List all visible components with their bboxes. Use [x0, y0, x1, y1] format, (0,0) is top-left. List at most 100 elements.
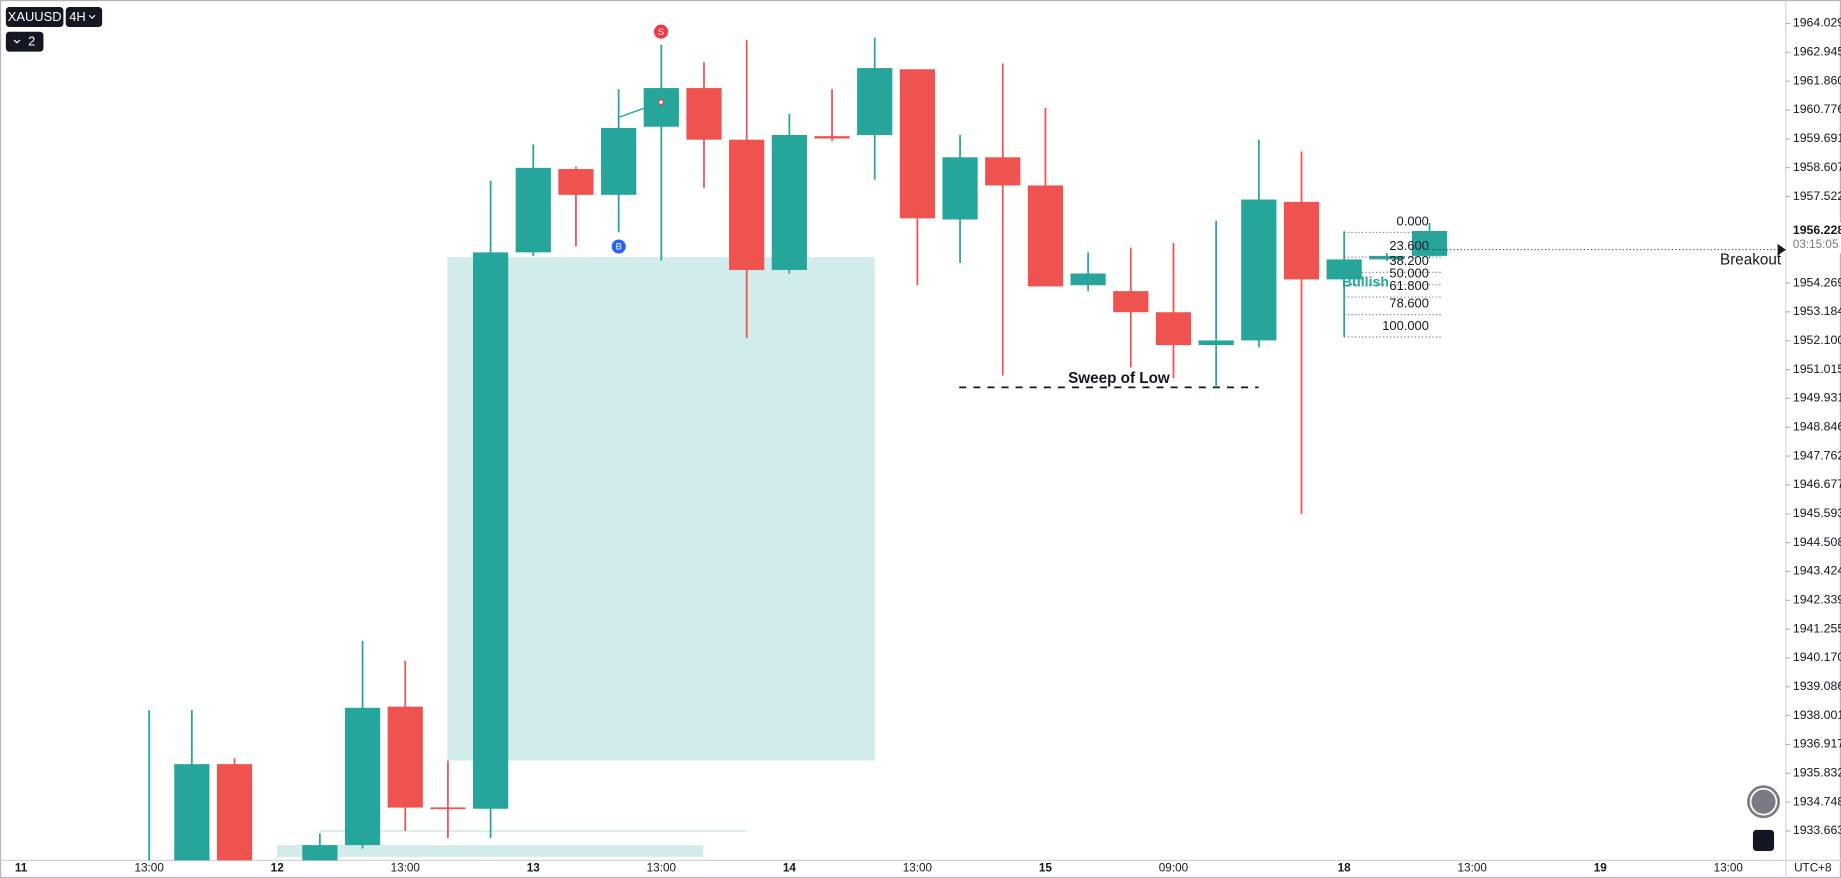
candle-body — [1027, 185, 1064, 287]
timezone: UTC+8 — [1794, 862, 1832, 875]
candle-body — [216, 764, 253, 861]
y-tick-label: 1938.001 — [1793, 708, 1841, 722]
y-tick-label: 1943.424 — [1793, 564, 1841, 578]
candle-body — [814, 136, 850, 139]
y-tick-label: 1944.508 — [1793, 535, 1841, 549]
annotation: Breakout — [1720, 252, 1782, 269]
candle-body — [515, 167, 551, 253]
candle-body — [899, 69, 936, 219]
y-tick-label: 1964.029 — [1793, 16, 1841, 30]
sell-marker — [653, 24, 669, 39]
candle-body — [302, 845, 338, 861]
symbol-bar: XAUUSD 4H 2 — [5, 7, 103, 52]
interval-button[interactable] — [65, 7, 103, 27]
candle-body — [942, 157, 978, 220]
candle-body — [344, 707, 381, 846]
candle-body — [430, 807, 466, 810]
interval: 4H — [69, 9, 86, 24]
candle-body — [1070, 273, 1106, 286]
x-tick-label: 19 — [1594, 862, 1608, 875]
fib-label: 100.000 — [1382, 318, 1429, 333]
y-tick-label: 1933.663 — [1793, 823, 1841, 837]
x-tick-label: 13 — [527, 862, 541, 875]
y-tick-label: 1942.339 — [1793, 593, 1841, 607]
y-tick-label: 1958.607 — [1793, 160, 1841, 174]
candle-body — [686, 88, 722, 140]
y-tick-label: 1949.931 — [1793, 391, 1841, 405]
auto-scale-button[interactable] — [1752, 829, 1775, 852]
candle-body — [174, 764, 210, 861]
candle-body — [1241, 199, 1277, 341]
y-tick-label: 1962.945 — [1793, 45, 1841, 59]
y-tick-label: 1936.917 — [1793, 737, 1841, 751]
candle-body — [1113, 291, 1149, 313]
chevron — [88, 14, 96, 20]
y-tick-label: 1948.846 — [1793, 419, 1841, 433]
candles — [148, 37, 1448, 861]
y-tick-label: 1940.170 — [1793, 650, 1841, 664]
buy-marker — [611, 239, 626, 254]
order-block — [447, 257, 875, 761]
candle-body — [601, 127, 637, 195]
y-tick-label: 1934.748 — [1793, 794, 1841, 808]
y-tick-label: 1957.522 — [1793, 189, 1841, 203]
annotation: Bullish — [1342, 274, 1389, 290]
annotation: Sweep of Low — [1068, 370, 1170, 387]
x-tick-label: 18 — [1338, 862, 1352, 875]
y-tick-label: 1954.269 — [1793, 275, 1841, 289]
candle-body — [729, 139, 765, 270]
countdown: 03:15:05 — [1793, 238, 1839, 251]
candle-body — [1155, 312, 1192, 346]
x-tick-label: 13:00 — [647, 862, 677, 875]
candle-body — [643, 88, 679, 127]
y-tick-label: 1947.762 — [1793, 448, 1841, 462]
candle-body — [472, 252, 509, 809]
fib-label: 50.000 — [1389, 266, 1428, 281]
candle-body — [771, 134, 807, 270]
marker-label: S — [658, 26, 664, 37]
y-tick-label: 1935.832 — [1793, 766, 1841, 780]
y-tick-label: 1946.677 — [1793, 477, 1841, 491]
y-tick-label: 1941.255 — [1793, 621, 1841, 635]
x-tick-label: 13:00 — [1714, 862, 1744, 875]
indicator-count: 2 — [28, 34, 35, 49]
candle-body — [558, 169, 594, 195]
icon — [1749, 787, 1778, 816]
symbol: XAUUSD — [8, 9, 62, 24]
fib-label: 78.600 — [1389, 295, 1428, 310]
chevron — [13, 39, 21, 44]
x-tick-label: 11 — [15, 862, 28, 875]
x-tick-label: 12 — [271, 862, 285, 875]
axes: 1964.029 1962.945 1961.860 1960.776 1959.691… — [15, 16, 1841, 875]
x-tick-label: 13:00 — [135, 862, 165, 875]
point — [658, 99, 664, 106]
y-tick-label: 1945.593 — [1793, 506, 1841, 520]
fib-label: 38.200 — [1389, 253, 1428, 268]
y-tick-label: 1951.015 — [1793, 362, 1841, 376]
x-tick-label: 13:00 — [903, 862, 933, 875]
candle-body — [857, 68, 893, 135]
indicators-button[interactable] — [5, 31, 44, 52]
candle-body — [985, 157, 1021, 186]
candle-body — [1411, 230, 1448, 256]
x-tick-label: 13:00 — [391, 862, 421, 875]
fib-label: 23.600 — [1389, 238, 1428, 253]
fvg-zone — [277, 845, 704, 857]
price-label-box — [1788, 222, 1841, 254]
x-tick-label: 09:00 — [1159, 862, 1189, 875]
y-tick-label: 1959.691 — [1793, 131, 1841, 145]
symbol-button[interactable] — [5, 7, 64, 27]
y-tick-label: 1939.086 — [1793, 679, 1841, 693]
y-tick-label: 1952.100 — [1793, 333, 1841, 347]
scroll-button[interactable] — [1747, 785, 1780, 819]
x-tick-label: 15 — [1039, 862, 1053, 875]
candle-body — [387, 706, 423, 808]
candle-body — [1283, 201, 1320, 280]
y-tick-label: 1953.184 — [1793, 304, 1841, 318]
marker-label: B — [616, 241, 622, 252]
fib-label: 61.800 — [1389, 278, 1428, 293]
breakout-arrow — [1777, 243, 1786, 256]
